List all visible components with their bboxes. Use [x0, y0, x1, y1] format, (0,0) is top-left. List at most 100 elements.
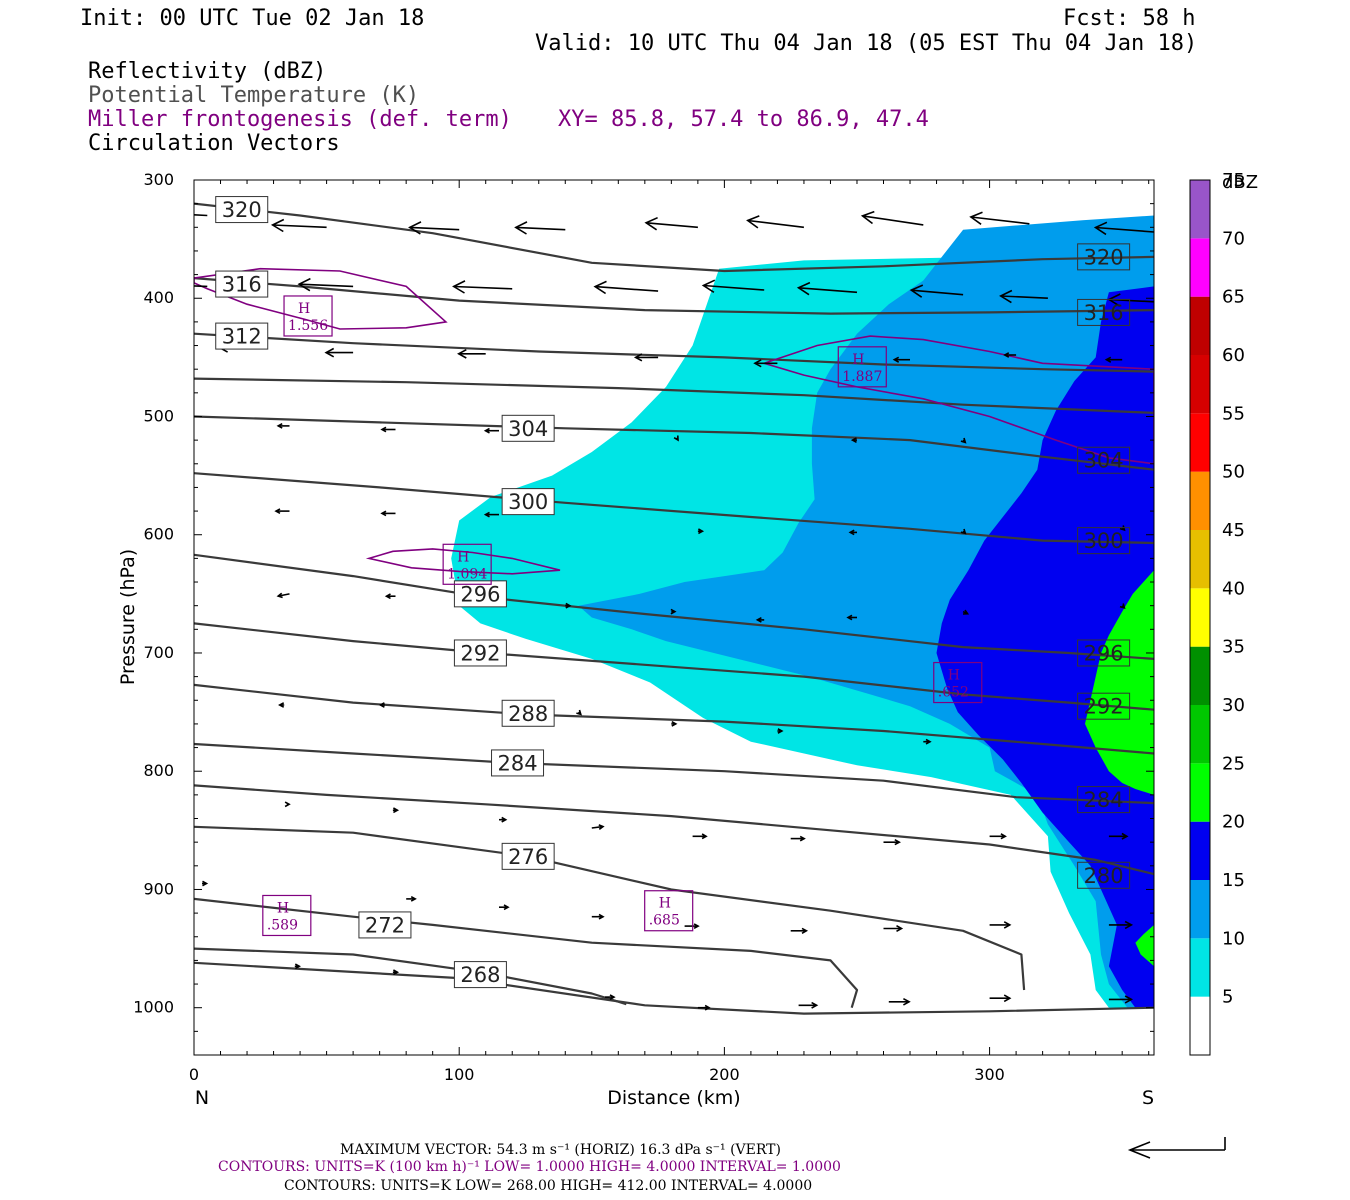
isentrope-label: 284 [1084, 788, 1124, 812]
frontogenesis-max-marker: H [948, 668, 960, 684]
y-tick-label: 800 [143, 761, 174, 780]
colorbar-tick-label: 15 [1222, 870, 1245, 891]
circulation-vector [673, 435, 679, 442]
init-time: Init: 00 UTC Tue 02 Jan 18 [80, 6, 424, 31]
circulation-vector [755, 616, 765, 623]
isentrope-line [194, 683, 1154, 755]
circulation-vector [565, 602, 572, 609]
circulation-vector [960, 528, 967, 535]
plot-frame [193, 179, 1155, 1056]
circulation-vector [514, 221, 566, 235]
circulation-vector [392, 807, 400, 814]
colorbar-swatch [1190, 938, 1210, 997]
colorbar-swatch [1190, 646, 1210, 705]
reflectivity-fill-layer [451, 215, 1154, 1008]
header: Init: 00 UTC Tue 02 Jan 18 Fcst: 58 h Va… [80, 6, 1197, 156]
colorbar-swatch [1190, 296, 1210, 355]
circulation-vector [962, 609, 970, 615]
circulation-vector [202, 880, 209, 887]
frontogenesis-max-box [837, 346, 887, 388]
isentrope-line [194, 332, 1154, 373]
x-end-label-south: S [1142, 1087, 1154, 1109]
circulation-vector [274, 508, 290, 515]
field-circulation-vectors: Circulation Vectors [88, 131, 340, 156]
y-tick-label: 700 [143, 643, 174, 662]
x-tick-label: 200 [709, 1065, 740, 1084]
circulation-vector [591, 824, 605, 830]
frontogenesis-contour-info: CONTOURS: UNITS=K (100 km h)⁻¹ LOW= 1.00… [218, 1159, 841, 1175]
isentrope-label-box [1077, 243, 1131, 271]
colorbar-tick-label: 75 [1222, 170, 1245, 191]
reflectivity-area-10dbz [578, 215, 1154, 1008]
isentrope-label-box [215, 196, 269, 224]
isentrope-label: 300 [508, 490, 548, 514]
isentrope-line [194, 742, 1154, 805]
colorbar-tick-label: 25 [1222, 753, 1245, 774]
potential-temperature-contours [194, 202, 1154, 1015]
circulation-vector [790, 835, 806, 842]
isentrope-label: 320 [222, 198, 262, 222]
circulation-vector [1093, 221, 1154, 236]
x-tick-label: 100 [444, 1065, 475, 1084]
circulation-vector [697, 528, 705, 535]
isentrope-label: 292 [1084, 695, 1124, 719]
y-axis-label: Pressure (hPa) [117, 549, 139, 685]
circulation-vector [989, 833, 1007, 840]
valid-time: Valid: 10 UTC Thu 04 Jan 18 (05 EST Thu … [535, 31, 1197, 56]
colorbar-swatch [1190, 180, 1210, 239]
circulation-vector [605, 994, 616, 1001]
colorbar-tick-label: 70 [1222, 228, 1245, 249]
circulation-vector [969, 211, 1030, 225]
colorbar-swatch [1190, 705, 1210, 764]
circulation-vector [670, 608, 677, 615]
circulation-vector [846, 614, 857, 621]
circulation-vector [883, 839, 901, 846]
circulation-vector [1108, 920, 1134, 930]
circulation-vector [384, 593, 396, 600]
circulation-vector [892, 356, 910, 363]
isentrope-label: 312 [222, 325, 262, 349]
circulation-vector [848, 529, 857, 536]
frontogenesis-max-marker: H [457, 549, 469, 565]
colorbar-swatch [1190, 413, 1210, 472]
colorbar-tick-label: 45 [1222, 520, 1245, 541]
circulation-vector [294, 963, 301, 970]
colorbar-swatch [1190, 588, 1210, 647]
colorbar-tick-label: 65 [1222, 287, 1245, 308]
circulation-vector [380, 426, 396, 433]
circulation-vector [999, 289, 1048, 304]
colorbar-tick-label: 40 [1222, 578, 1245, 599]
frontogenesis-max-box [262, 894, 312, 937]
frontogenesis-max-box [644, 890, 694, 932]
circulation-vector [1003, 352, 1017, 358]
colorbar-frame [1189, 179, 1211, 1056]
circulation-vector [408, 221, 460, 235]
isentrope-label: 288 [508, 702, 548, 726]
circulation-vector [392, 969, 400, 976]
x-tick-label: 0 [189, 1065, 199, 1084]
isentrope-label-box [453, 961, 507, 989]
circulation-vector [276, 422, 290, 429]
isentrope-line [194, 553, 1154, 660]
isentrope-label-box [491, 749, 545, 777]
colorbar-tick-label: 20 [1222, 812, 1245, 833]
frontogenesis-contours [194, 267, 1154, 575]
circulation-vector [633, 353, 659, 362]
x-end-label-north: N [195, 1087, 209, 1109]
isentrope-line [194, 202, 1154, 273]
isentrope-label-box [453, 580, 507, 608]
isentrope-label-box [215, 270, 269, 298]
circulation-vector [1108, 832, 1129, 840]
circulation-vector [576, 709, 582, 716]
isentrope-label-box [501, 842, 555, 870]
isentrope-label-box [1077, 786, 1131, 814]
colorbar-tick-label: 35 [1222, 637, 1245, 658]
frontogenesis-max-box [933, 661, 983, 704]
circulation-vector [499, 816, 508, 823]
frontogenesis-max-box [283, 295, 333, 337]
circulation-vector [284, 801, 291, 808]
y-tick-label: 400 [143, 288, 174, 307]
circulation-vector [1104, 356, 1123, 363]
field-reflectivity: Reflectivity (dBZ) [88, 59, 326, 84]
